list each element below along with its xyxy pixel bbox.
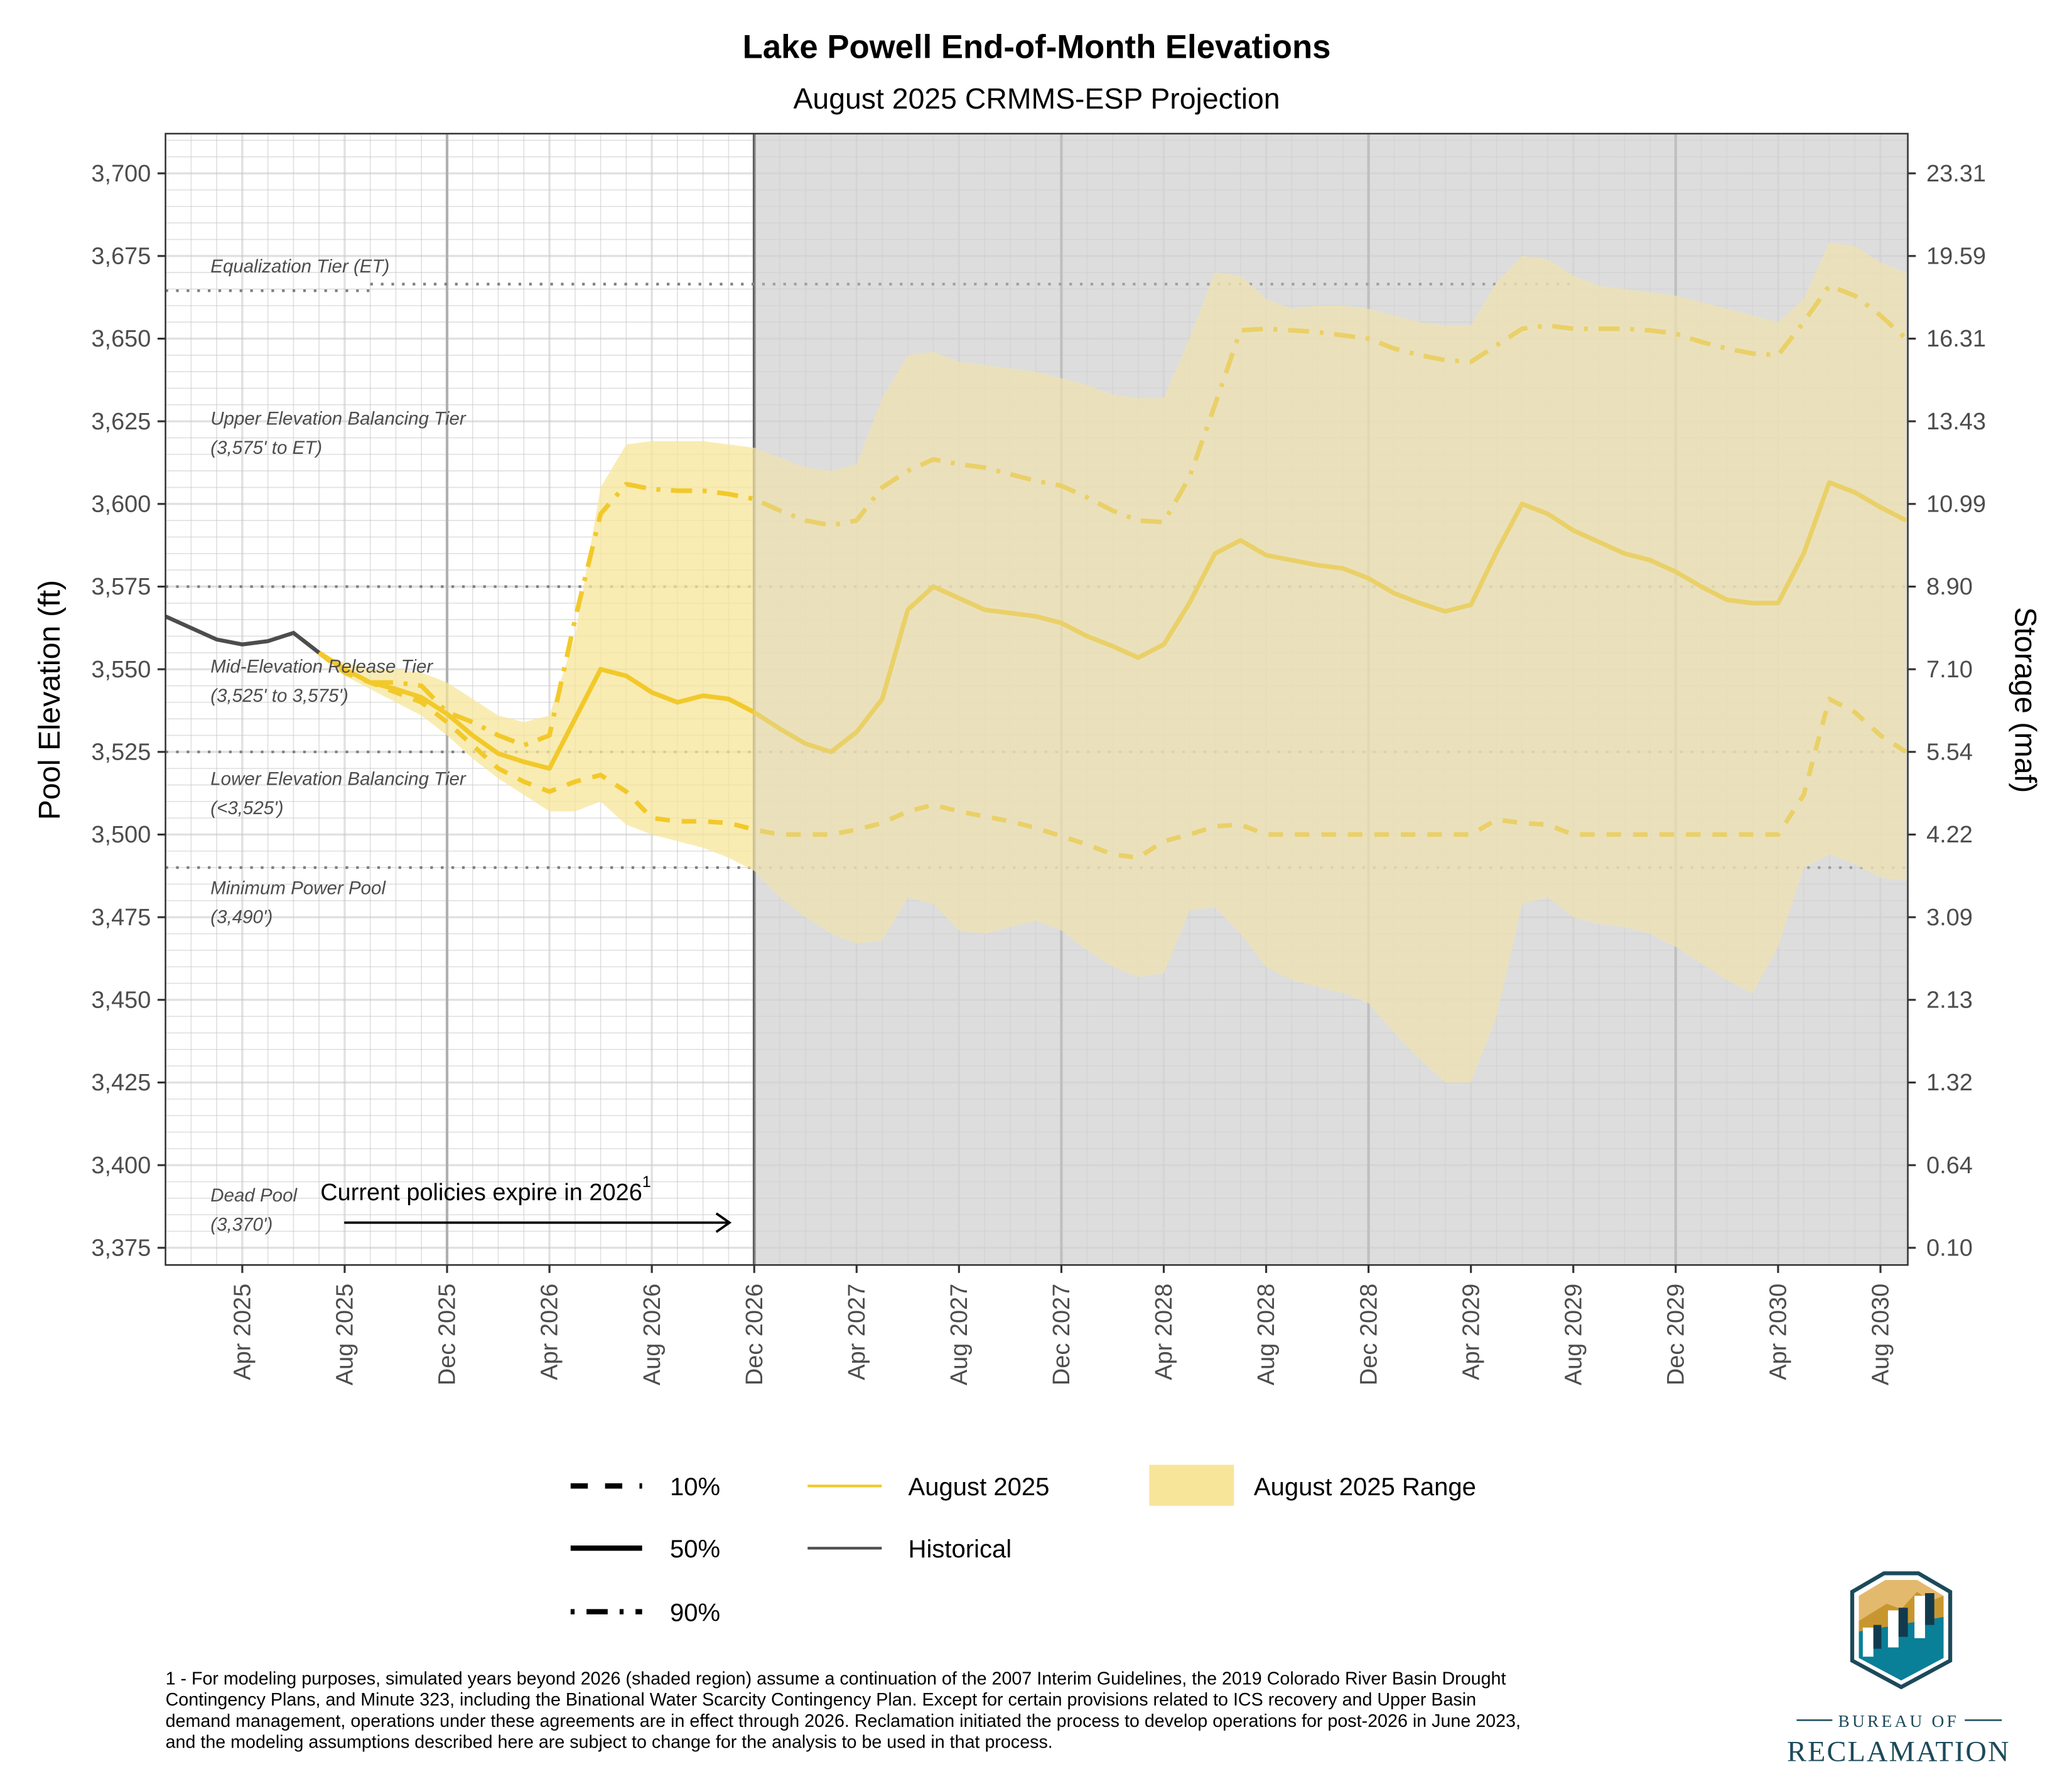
- y-tick-label: 3,375: [91, 1235, 151, 1261]
- x-tick-label: Apr 2029: [1458, 1284, 1484, 1380]
- legend-label-range: August 2025 Range: [1254, 1473, 1476, 1501]
- x-tick-label: Apr 2028: [1151, 1284, 1177, 1380]
- x-tick-label: Aug 2025: [332, 1284, 359, 1385]
- x-tick-label: Aug 2030: [1868, 1284, 1894, 1385]
- x-tick-label: Apr 2025: [230, 1284, 256, 1380]
- series-lines: [165, 133, 1908, 1265]
- x-tick-label: Dec 2027: [1049, 1284, 1075, 1385]
- y2-tick-label: 4.22: [1926, 822, 1973, 848]
- tier-label: Minimum Power Pool: [210, 878, 386, 898]
- y-axis-right: 0.10 0.64 1.32 2.13 3.09 4.22 5.54 7.10 8.90 10.9…: [1907, 161, 1986, 1261]
- x-tick-label: Aug 2027: [946, 1284, 973, 1385]
- y2-tick-label: 16.31: [1926, 326, 1986, 352]
- footnote-line: 1 - For modeling purposes, simulated yea…: [166, 1668, 1506, 1689]
- tier-label-range: (3,575' to ET): [210, 438, 322, 458]
- y-tick-label: 3,500: [91, 822, 151, 848]
- x-tick-label: Aug 2028: [1253, 1284, 1280, 1385]
- logo-bureau-text: BUREAU OF: [1838, 1712, 1959, 1731]
- y2-tick-label: 1.32: [1926, 1070, 1973, 1096]
- tier-label: Equalization Tier (ET): [210, 256, 389, 277]
- y2-tick-label: 10.99: [1926, 491, 1986, 517]
- x-tick-label: Apr 2027: [844, 1284, 870, 1380]
- range-band: [319, 242, 1906, 1083]
- y-tick-label: 3,450: [91, 987, 151, 1013]
- legend-label-historical: Historical: [909, 1535, 1012, 1563]
- x-tick-label: Aug 2026: [639, 1284, 666, 1385]
- x-tick-label: Apr 2030: [1766, 1284, 1792, 1380]
- y-tick-label: 3,575: [91, 574, 151, 600]
- y-tick-label: 3,625: [91, 409, 151, 435]
- legend-label-90pct: 90%: [670, 1599, 720, 1626]
- y-axis-left: 3,375 3,400 3,425 3,450 3,475 3,500 3,525 3,550…: [91, 161, 166, 1261]
- x-tick-label: Aug 2029: [1560, 1284, 1587, 1385]
- legend-label-10pct: 10%: [670, 1473, 720, 1501]
- reclamation-shield-icon: [1850, 1571, 1953, 1690]
- y2-tick-label: 0.64: [1926, 1152, 1973, 1179]
- legend-key-range: [1149, 1464, 1234, 1506]
- x-tick-label: Dec 2028: [1356, 1284, 1382, 1385]
- y-tick-label: 3,675: [91, 243, 151, 269]
- legend-label-50pct: 50%: [670, 1535, 720, 1563]
- range-band-area: [319, 242, 1906, 1083]
- y2-tick-label: 8.90: [1926, 574, 1973, 600]
- y2-tick-label: 0.10: [1926, 1235, 1973, 1261]
- y-tick-label: 3,525: [91, 739, 151, 765]
- footnote-line: demand management, operations under thes…: [166, 1711, 1521, 1731]
- y-tick-label: 3,650: [91, 326, 151, 352]
- x-axis: Apr 2025 Aug 2025 Dec 2025 Apr 2026 Aug 2026…: [230, 1265, 1894, 1385]
- tier-label: Mid-Elevation Release Tier: [210, 656, 433, 677]
- chart-subtitle: August 2025 CRMMS-ESP Projection: [793, 82, 1280, 115]
- tier-label-range: (3,490'): [210, 907, 272, 928]
- logo-reclamation-text: RECLAMATION: [1787, 1736, 2010, 1768]
- series-line-10pct: [317, 650, 1907, 861]
- tier-label: Upper Elevation Balancing Tier: [210, 408, 467, 429]
- tier-label-range: (3,370'): [210, 1214, 272, 1235]
- y-tick-label: 3,550: [91, 657, 151, 683]
- tier-labels: Equalization Tier (ET) Upper Elevation Ba…: [210, 256, 467, 1235]
- y2-tick-label: 5.54: [1926, 739, 1973, 765]
- y2-axis-title: Storage (maf): [2008, 607, 2042, 793]
- y2-tick-label: 23.31: [1926, 161, 1986, 187]
- plot-panel: Equalization Tier (ET) Upper Elevation Ba…: [165, 132, 1909, 1266]
- chart-title: Lake Powell End-of-Month Elevations: [743, 29, 1331, 66]
- historical-line: [165, 615, 321, 655]
- policy-annotation: Current policies expire in 20261: [320, 1173, 732, 1233]
- tier-label-range: (<3,525'): [210, 798, 283, 819]
- shaded-region-tint: [754, 133, 1908, 1265]
- x-tick-label: Dec 2029: [1663, 1284, 1689, 1385]
- plot-border: [165, 132, 1909, 1266]
- x-tick-label: Apr 2026: [537, 1284, 563, 1380]
- policy-annotation-text: Current policies expire in 20261: [320, 1173, 651, 1206]
- footnote: 1 - For modeling purposes, simulated yea…: [166, 1668, 1521, 1752]
- x-tick-label: Dec 2025: [434, 1284, 461, 1385]
- policy-arrow-head: [715, 1212, 732, 1233]
- x-tick-label: Dec 2026: [742, 1284, 768, 1385]
- y2-tick-label: 2.13: [1926, 987, 1973, 1013]
- tier-label: Dead Pool: [210, 1185, 298, 1206]
- reclamation-logo: BUREAU OF RECLAMATION: [1787, 1571, 2010, 1768]
- y-tick-label: 3,475: [91, 905, 151, 931]
- legend-label-august-2025: August 2025: [909, 1473, 1050, 1501]
- y2-tick-label: 13.43: [1926, 409, 1986, 435]
- y2-tick-label: 7.10: [1926, 657, 1973, 683]
- y-tick-label: 3,700: [91, 161, 151, 187]
- footnote-line: Contingency Plans, and Minute 323, inclu…: [166, 1690, 1477, 1710]
- series-line-90pct: [318, 283, 1908, 748]
- y-tick-label: 3,600: [91, 491, 151, 517]
- series-line-50pct: [318, 480, 1907, 771]
- legend: 10% 50% 90% August 2025 Historical Augus…: [570, 1464, 1476, 1626]
- y2-tick-label: 19.59: [1926, 243, 1986, 269]
- tier-label: Lower Elevation Balancing Tier: [210, 768, 467, 789]
- tier-label-range: (3,525' to 3,575'): [210, 685, 348, 706]
- y-tick-label: 3,400: [91, 1152, 151, 1179]
- y-axis-title: Pool Elevation (ft): [33, 580, 67, 820]
- y-tick-label: 3,425: [91, 1070, 151, 1096]
- footnote-line: and the modeling assumptions described h…: [166, 1733, 1053, 1753]
- y2-tick-label: 3.09: [1926, 905, 1973, 931]
